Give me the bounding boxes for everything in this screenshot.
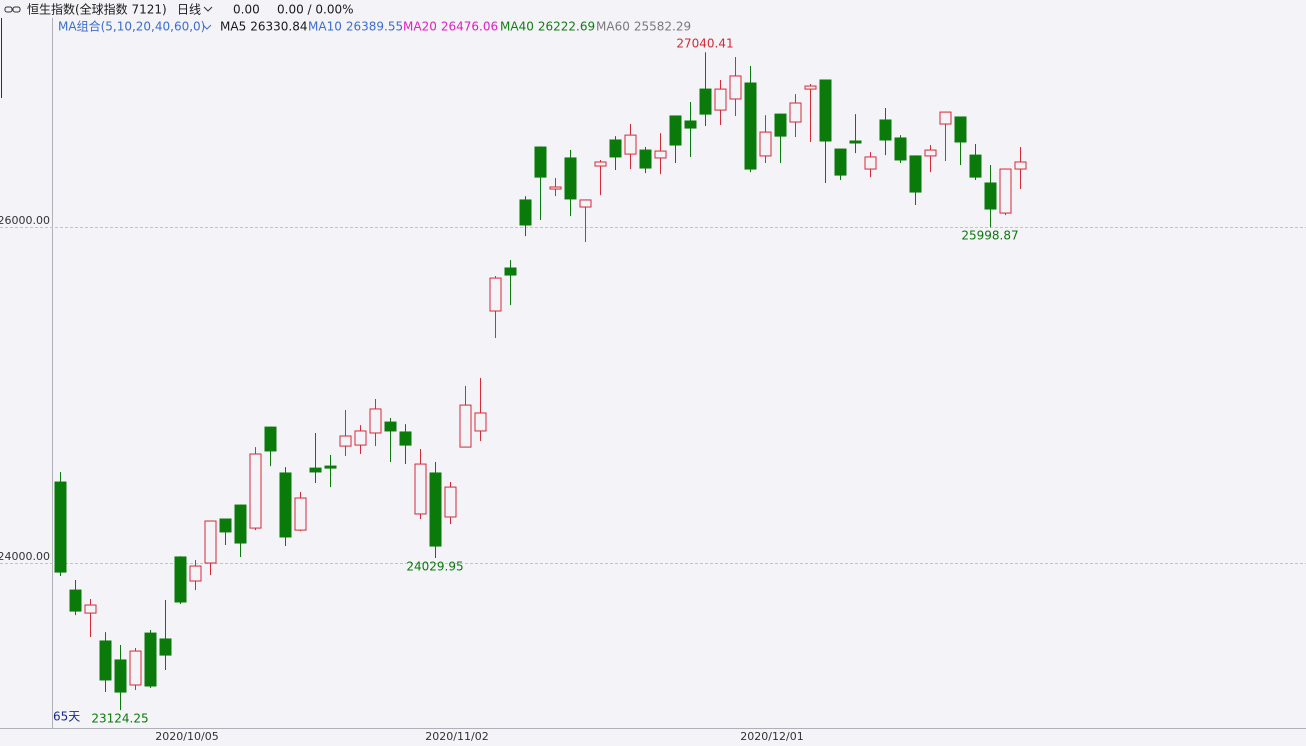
ma-name: MA60 bbox=[596, 20, 630, 34]
candle-body bbox=[384, 421, 397, 432]
dropdown-chevron[interactable] bbox=[203, 6, 213, 12]
ma-value: 25582.29 bbox=[634, 20, 691, 34]
candle-body bbox=[774, 113, 787, 137]
candle-body bbox=[489, 277, 502, 312]
candle-body bbox=[144, 632, 157, 687]
candle-body bbox=[129, 650, 142, 686]
candle-body bbox=[909, 155, 922, 193]
icon-part bbox=[12, 6, 21, 13]
candle-body bbox=[954, 116, 967, 143]
ma-name: MA10 bbox=[308, 20, 342, 34]
candle-body bbox=[504, 267, 517, 276]
candle-body bbox=[729, 75, 742, 100]
candle-body bbox=[894, 137, 907, 161]
candle-body bbox=[759, 131, 772, 157]
low-label: 25998.87 bbox=[961, 229, 1018, 243]
candle-body bbox=[999, 168, 1012, 214]
candle-body bbox=[264, 426, 277, 452]
candle-body bbox=[744, 82, 757, 170]
ma-value: 26330.84 bbox=[250, 20, 307, 34]
candle-body bbox=[54, 481, 67, 573]
candle-body bbox=[459, 404, 472, 448]
candle-body bbox=[444, 486, 457, 518]
ma-name: MA20 bbox=[403, 20, 437, 34]
ma-value: 26389.55 bbox=[346, 20, 403, 34]
change-value: 0.00 bbox=[233, 3, 260, 17]
candle-body bbox=[879, 119, 892, 141]
candle-body bbox=[639, 149, 652, 169]
candle-body bbox=[714, 88, 727, 111]
candle-body bbox=[849, 140, 862, 144]
candle-body bbox=[1014, 161, 1027, 170]
candle-body bbox=[594, 161, 607, 167]
candle-body bbox=[624, 134, 637, 155]
change-percent: 0.00 / 0.00% bbox=[277, 3, 354, 17]
candle-body bbox=[114, 659, 127, 693]
candle-body bbox=[189, 565, 202, 582]
candle-body bbox=[279, 472, 292, 538]
ma-value: 26476.06 bbox=[441, 20, 498, 34]
candle-body bbox=[699, 88, 712, 115]
candle-body bbox=[789, 102, 802, 123]
candle-body bbox=[564, 157, 577, 200]
low-label: 24029.95 bbox=[406, 559, 463, 573]
candle-body bbox=[99, 640, 112, 681]
candle-body bbox=[579, 199, 592, 208]
low-label: 23124.25 bbox=[91, 712, 148, 726]
candle-body bbox=[399, 431, 412, 446]
ma-value: 26222.69 bbox=[538, 20, 595, 34]
y-tick-label: 26000.00 bbox=[0, 214, 50, 227]
link-icon[interactable] bbox=[4, 6, 21, 13]
candle-body bbox=[309, 467, 322, 473]
candle-body bbox=[924, 149, 937, 157]
candle-body bbox=[534, 146, 547, 178]
candle-body bbox=[234, 504, 247, 544]
high-label: 27040.41 bbox=[676, 37, 733, 51]
index-title[interactable]: 恒生指数(全球指数 7121) bbox=[27, 2, 167, 17]
x-tick-label: 2020/11/02 bbox=[425, 730, 488, 743]
candle-body bbox=[669, 115, 682, 146]
candle-body bbox=[249, 453, 262, 529]
candle-body bbox=[339, 435, 352, 447]
candle-body bbox=[84, 604, 97, 614]
candle-body bbox=[654, 150, 667, 159]
period-selector[interactable]: 日线 bbox=[177, 3, 201, 17]
candle-body bbox=[219, 518, 232, 533]
ma-selector[interactable]: MA组合(5,10,20,40,60,0) bbox=[58, 19, 205, 34]
period-label: 65天 bbox=[53, 710, 80, 724]
candle-body bbox=[519, 199, 532, 226]
y-tick-label: 24000.00 bbox=[0, 550, 50, 563]
candle-body bbox=[804, 85, 817, 90]
ma-name: MA40 bbox=[500, 20, 534, 34]
candle-body bbox=[69, 589, 82, 612]
candle-body bbox=[819, 79, 832, 142]
candle-body bbox=[864, 156, 877, 170]
candle-body bbox=[474, 412, 487, 432]
candle-body bbox=[429, 472, 442, 547]
candle-body bbox=[159, 638, 172, 656]
candle-body bbox=[174, 556, 187, 603]
candle-body bbox=[324, 465, 337, 469]
candle-body bbox=[549, 186, 562, 190]
candle-body bbox=[609, 139, 622, 158]
candle-body bbox=[969, 154, 982, 178]
icon-part bbox=[4, 6, 13, 13]
candle-body bbox=[984, 182, 997, 210]
dropdown-chevron[interactable] bbox=[202, 24, 212, 30]
x-tick-label: 2020/10/05 bbox=[155, 730, 218, 743]
candle-body bbox=[684, 120, 697, 129]
candle-body bbox=[369, 408, 382, 434]
ma-name: MA5 bbox=[220, 20, 246, 34]
candle-body bbox=[354, 430, 367, 446]
candle-body bbox=[939, 111, 952, 125]
candle-body bbox=[204, 520, 217, 564]
candle-body bbox=[414, 463, 427, 515]
x-tick-label: 2020/12/01 bbox=[740, 730, 803, 743]
candle-body bbox=[294, 497, 307, 531]
candle-body bbox=[834, 148, 847, 176]
